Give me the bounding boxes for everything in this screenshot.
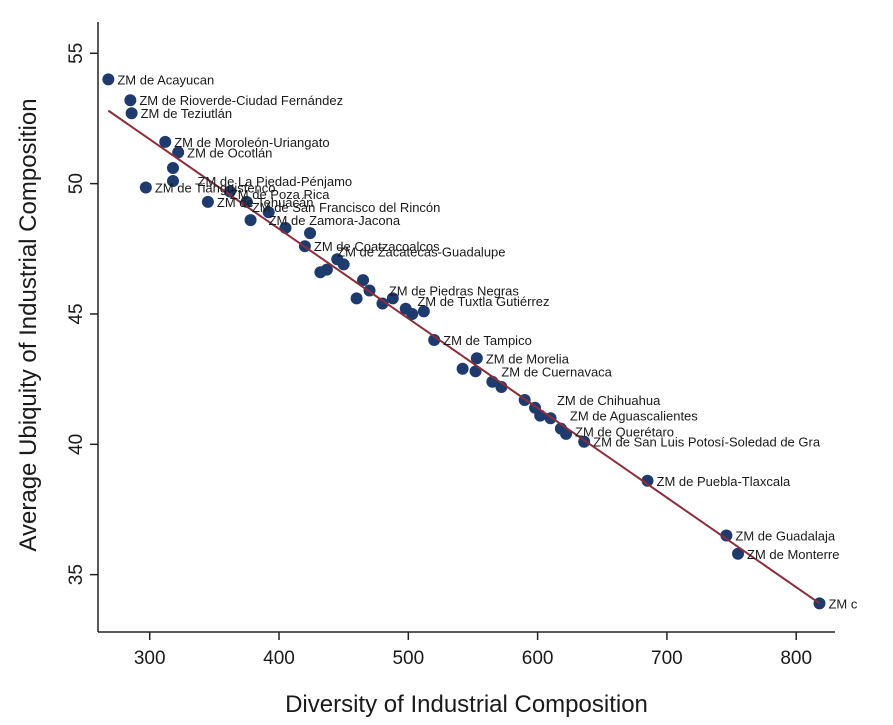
data-point (428, 334, 441, 347)
x-axis-ticks: 300 400 500 600 700 800 (134, 632, 812, 669)
point-label: ZM de Poza Rica (230, 187, 330, 202)
point-label: ZM de Piedras Negras (389, 284, 520, 299)
data-point (102, 73, 115, 86)
point-label: ZM de Moroleón-Uriangato (174, 135, 329, 150)
data-point (350, 292, 363, 305)
point-label: ZM de Acayucan (117, 72, 214, 87)
data-point (732, 547, 745, 560)
x-tick-label: 400 (263, 648, 295, 669)
point-label: ZM de Tuxtla Gutiérrez (417, 294, 549, 309)
point-label: ZM c (828, 596, 857, 611)
data-point (456, 362, 469, 375)
point-label: ZM de Tehuacán (217, 195, 314, 210)
fit-line (107, 109, 821, 605)
x-tick-label: 700 (651, 648, 683, 669)
data-point (357, 274, 370, 287)
data-point (720, 529, 733, 542)
point-label: ZM de Aguascalientes (570, 409, 698, 424)
point-label: ZM de San Luis Potosí-Soledad de Gra (593, 435, 821, 450)
x-tick-label: 800 (780, 648, 812, 669)
point-label: ZM de Chihuahua (557, 393, 661, 408)
point-label: ZM de Zacatecas-Guadalupe (337, 244, 505, 259)
data-point (159, 135, 172, 148)
point-label: ZM de Ocotlán (187, 145, 272, 160)
y-tick-label: 35 (66, 564, 87, 585)
point-label: ZM de Puebla-Tlaxcala (657, 474, 791, 489)
point-label: ZM de La Piedad-Pénjamo (198, 174, 353, 189)
data-point (534, 409, 547, 422)
point-label: ZM de Zamora-Jacona (269, 213, 401, 228)
data-point (641, 474, 654, 487)
data-point (470, 352, 483, 365)
point-label: ZM de Tampico (443, 333, 532, 348)
data-point (201, 195, 214, 208)
data-point (125, 107, 138, 120)
data-point (166, 161, 179, 174)
data-point (124, 94, 137, 107)
point-label: ZM de Teziutlán (141, 106, 233, 121)
data-point (417, 305, 430, 318)
data-point (406, 307, 419, 320)
y-tick-label: 40 (66, 434, 87, 455)
y-axis-label: Average Ubiquity of Industrial Compositi… (15, 98, 42, 551)
data-point (304, 227, 317, 240)
data-point (244, 214, 257, 227)
y-tick-label: 50 (66, 173, 87, 194)
point-label: ZM de Cuernavaca (501, 364, 612, 379)
data-point (376, 297, 389, 310)
data-point (166, 175, 179, 188)
point-label: ZM de Monterre (747, 547, 839, 562)
data-point (337, 258, 350, 271)
data-point (172, 146, 185, 159)
point-label: ZM de Querétaro (575, 424, 674, 439)
y-tick-label: 55 (66, 43, 87, 64)
point-label: ZM de San Francisco del Rincón (252, 200, 441, 215)
point-label: ZM de Morelia (486, 351, 570, 366)
point-label: ZM de Rioverde-Ciudad Fernández (139, 93, 343, 108)
y-tick-label: 45 (66, 303, 87, 324)
x-tick-label: 600 (522, 648, 554, 669)
data-point (320, 263, 333, 276)
point-label: ZM de Guadalaja (735, 529, 835, 544)
data-point (386, 292, 399, 305)
point-label: ZM de Tianguistenco (155, 181, 276, 196)
data-point (262, 206, 275, 219)
point-labels-layer: ZM de Acayucan ZM de Rioverde-Ciudad Fern… (117, 72, 858, 611)
point-label: ZM de Coatzacoalcos (314, 239, 440, 254)
y-axis-ticks: 35 40 45 50 55 (66, 43, 98, 585)
x-tick-label: 300 (134, 648, 166, 669)
x-tick-label: 500 (392, 648, 424, 669)
data-point (223, 185, 236, 198)
data-point (139, 181, 152, 194)
x-axis-label: Diversity of Industrial Composition (285, 691, 648, 718)
